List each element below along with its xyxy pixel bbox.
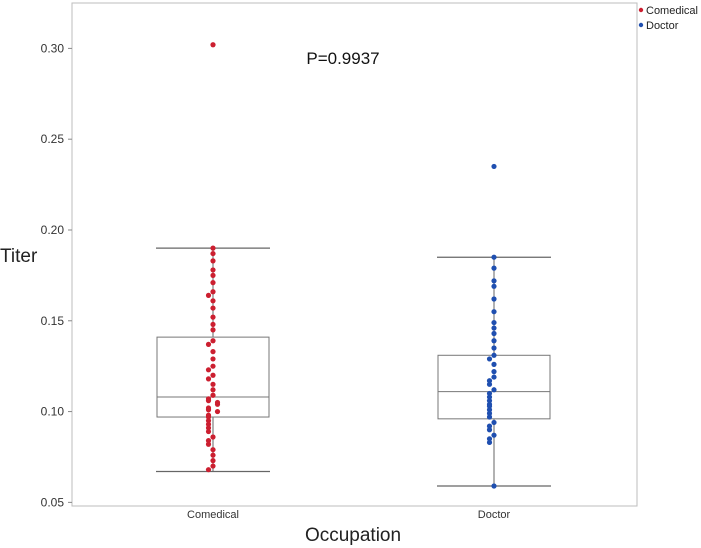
data-point-doctor bbox=[491, 419, 497, 426]
data-point-doctor bbox=[491, 265, 497, 271]
data-point-comedical bbox=[205, 425, 212, 431]
data-point-doctor bbox=[486, 423, 493, 429]
data-point-comedical bbox=[210, 327, 216, 333]
x-tick-label: Doctor bbox=[478, 509, 511, 521]
data-point-doctor bbox=[491, 254, 497, 260]
data-point-doctor bbox=[486, 414, 493, 420]
data-point-comedical bbox=[210, 250, 216, 257]
data-point-doctor bbox=[491, 432, 497, 438]
data-point-doctor bbox=[491, 330, 497, 337]
x-tick-label: Comedical bbox=[187, 509, 239, 521]
data-point-comedical bbox=[210, 452, 216, 458]
data-point-doctor bbox=[486, 436, 493, 442]
data-point-doctor bbox=[491, 296, 497, 302]
data-point-doctor bbox=[486, 356, 493, 362]
data-point-comedical bbox=[205, 428, 212, 435]
data-point-comedical bbox=[210, 314, 216, 320]
x-axis-title: Occupation bbox=[305, 525, 401, 546]
y-axis-title: Titer bbox=[0, 246, 38, 267]
interquartile-box bbox=[156, 336, 270, 418]
data-point-comedical bbox=[205, 292, 212, 298]
data-point-comedical bbox=[205, 398, 212, 404]
data-point-doctor bbox=[486, 394, 493, 400]
data-point-comedical bbox=[205, 421, 212, 427]
data-point-doctor bbox=[491, 369, 497, 375]
x-axis-ticks: Comedical Doctor bbox=[187, 509, 511, 521]
data-point-comedical bbox=[214, 401, 221, 407]
data-point-doctor bbox=[486, 378, 493, 384]
data-point-comedical bbox=[210, 289, 216, 295]
y-tick-label: 0.15 bbox=[41, 314, 65, 328]
data-point-comedical bbox=[210, 42, 216, 48]
data-point-doctor bbox=[486, 381, 493, 387]
data-point-comedical bbox=[205, 407, 212, 413]
data-point-comedical bbox=[205, 418, 212, 424]
data-point-comedical bbox=[210, 321, 216, 328]
data-point-doctor bbox=[486, 398, 493, 404]
data-point-doctor bbox=[491, 483, 497, 489]
legend-marker bbox=[638, 22, 644, 28]
data-point-comedical bbox=[210, 372, 216, 378]
legend-label: Comedical bbox=[646, 5, 698, 17]
data-point-comedical bbox=[205, 376, 212, 382]
data-point-doctor bbox=[491, 338, 497, 344]
data-point-doctor bbox=[486, 410, 493, 416]
data-point-doctor bbox=[491, 345, 497, 351]
data-point-comedical bbox=[210, 363, 216, 369]
data-point-doctor bbox=[486, 407, 493, 413]
data-point-doctor bbox=[486, 427, 493, 433]
data-point-comedical bbox=[210, 349, 216, 355]
y-tick-label: 0.30 bbox=[41, 41, 65, 55]
data-point-doctor bbox=[486, 390, 493, 397]
data-point-doctor bbox=[491, 309, 497, 315]
y-tick-label: 0.10 bbox=[41, 405, 65, 419]
y-axis-ticks: 0.05 0.10 0.15 0.20 0.25 0.30 bbox=[41, 41, 72, 509]
data-point-doctor bbox=[491, 319, 497, 326]
legend-marker bbox=[638, 7, 644, 13]
data-point-comedical bbox=[210, 338, 216, 344]
data-point-comedical bbox=[210, 298, 216, 304]
data-point-comedical bbox=[210, 280, 216, 286]
data-point-comedical bbox=[210, 458, 216, 464]
data-point-comedical bbox=[205, 367, 212, 373]
y-tick-label: 0.20 bbox=[41, 223, 65, 237]
data-point-comedical bbox=[210, 258, 216, 264]
data-point-comedical bbox=[210, 305, 216, 311]
data-point-comedical bbox=[210, 447, 216, 453]
plot-frame bbox=[71, 2, 638, 507]
data-point-comedical bbox=[210, 463, 216, 469]
data-point-doctor bbox=[491, 283, 497, 289]
data-point-comedical bbox=[210, 245, 216, 251]
data-point-comedical bbox=[210, 387, 216, 393]
data-point-comedical bbox=[205, 414, 212, 420]
data-point-comedical bbox=[214, 408, 221, 415]
data-point-doctor bbox=[491, 278, 497, 284]
legend: Comedical Doctor bbox=[638, 5, 698, 32]
data-point-doctor bbox=[491, 325, 497, 331]
data-points bbox=[205, 42, 497, 489]
data-point-doctor bbox=[491, 163, 497, 170]
p-value-annotation: P=0.9937 bbox=[306, 49, 379, 68]
data-point-doctor bbox=[491, 361, 497, 367]
data-point-doctor bbox=[486, 439, 493, 446]
data-point-comedical bbox=[205, 441, 212, 447]
data-point-doctor bbox=[486, 403, 493, 409]
data-point-comedical bbox=[210, 434, 216, 440]
data-point-comedical bbox=[205, 438, 212, 444]
legend-label: Doctor bbox=[646, 20, 679, 32]
data-point-comedical bbox=[210, 272, 216, 278]
y-tick-label: 0.05 bbox=[41, 495, 65, 509]
y-tick-label: 0.25 bbox=[41, 132, 65, 146]
data-point-comedical bbox=[210, 381, 216, 387]
data-point-doctor bbox=[491, 352, 497, 358]
data-point-comedical bbox=[210, 392, 216, 398]
data-point-doctor bbox=[491, 374, 497, 380]
data-point-doctor bbox=[491, 387, 497, 393]
data-point-comedical bbox=[205, 341, 212, 347]
data-point-comedical bbox=[210, 267, 216, 273]
data-point-comedical bbox=[210, 356, 216, 362]
data-point-comedical bbox=[205, 467, 212, 473]
